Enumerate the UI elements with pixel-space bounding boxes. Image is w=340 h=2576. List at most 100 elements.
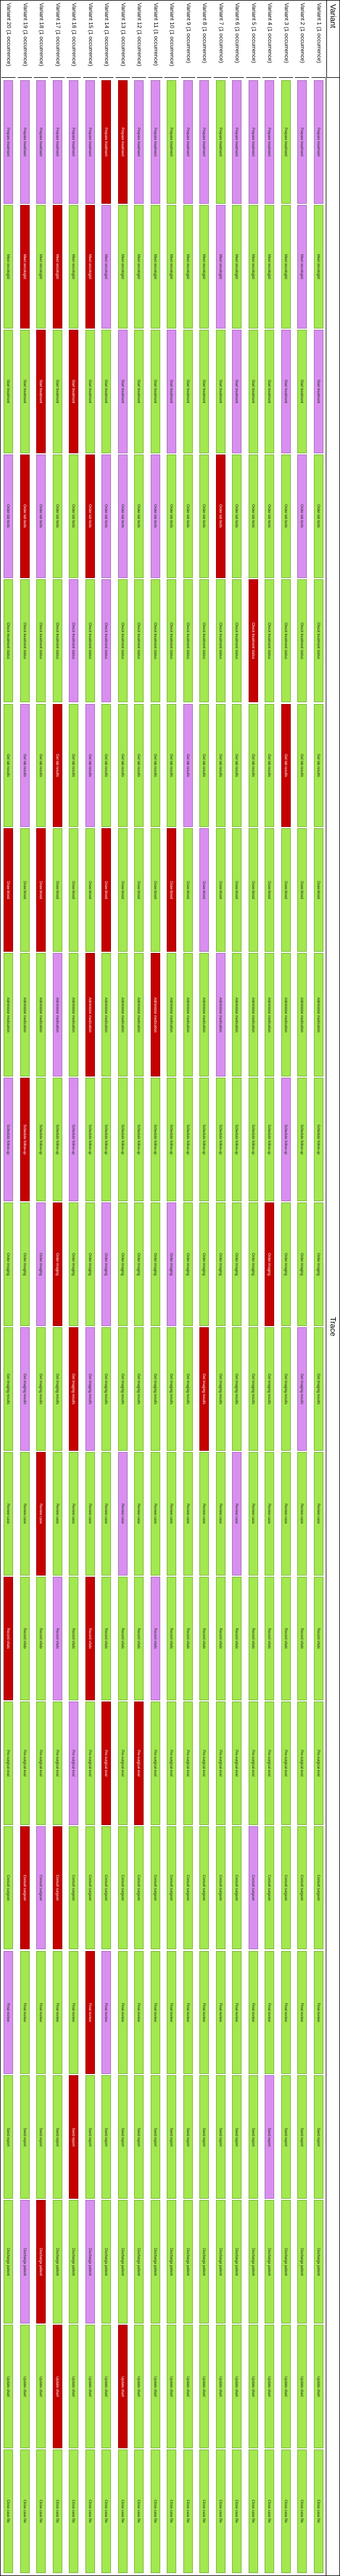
activity-block[interactable]: Meet oncologist [281,204,291,329]
activity-block[interactable]: Record vitals [85,1576,95,1700]
activity-block[interactable]: Schedule follow-up [69,1078,79,1202]
activity-block[interactable]: Consult surgeon [134,1826,144,1950]
activity-block[interactable]: Record vitals [36,1576,46,1700]
activity-block[interactable]: Final review [69,1950,79,2075]
activity-block[interactable]: Consult surgeon [216,1826,225,1950]
activity-block[interactable]: Prepare treatment [297,80,307,204]
activity-block[interactable]: Discharge patient [53,2200,62,2324]
activity-block[interactable]: Get lab results [314,703,323,828]
activity-block[interactable]: Order imaging [69,1202,79,1326]
activity-block[interactable]: Get lab results [281,703,291,828]
activity-block[interactable]: Discharge patient [134,2200,144,2324]
activity-block[interactable]: Meet oncologist [53,204,62,329]
activity-block[interactable]: Administer medication [232,953,242,1077]
activity-block[interactable]: Check treatment status [53,579,62,703]
activity-block[interactable]: Check treatment status [199,579,209,703]
variant-row[interactable]: Variant 14 (1 occurrence) Prepare treatme… [99,1,114,2575]
activity-block[interactable]: Get lab results [20,703,30,828]
activity-block[interactable]: Final review [265,1950,275,2075]
activity-block[interactable]: Administer medication [167,953,177,1077]
activity-block[interactable]: Update chart [69,2325,79,2449]
activity-block[interactable]: Get lab results [183,703,193,828]
activity-block[interactable]: Send report [85,2075,95,2199]
activity-block[interactable]: Schedule follow-up [199,1078,209,1202]
activity-block[interactable]: Review case [53,1451,62,1576]
activity-block[interactable]: Order lab tests [101,454,112,578]
activity-block[interactable]: Get imaging results [265,1327,275,1451]
activity-block[interactable]: Send report [297,2075,307,2199]
variant-row[interactable]: Variant 1 (1 occurrence) Prepare treatmen… [312,1,326,2575]
activity-block[interactable]: Review case [69,1451,79,1576]
activity-block[interactable]: Record vitals [183,1576,193,1700]
activity-block[interactable]: Send report [199,2075,209,2199]
activity-block[interactable]: Order lab tests [216,454,225,578]
activity-block[interactable]: Final review [118,1950,128,2075]
activity-block[interactable]: Get lab results [249,703,258,828]
activity-block[interactable]: Order lab tests [314,454,323,578]
activity-block[interactable]: Discharge patient [36,2200,46,2324]
activity-block[interactable]: Check treatment status [69,579,79,703]
activity-block[interactable]: Consult surgeon [183,1826,193,1950]
activity-block[interactable]: Draw blood [183,828,193,952]
activity-block[interactable]: Draw blood [265,828,275,952]
activity-block[interactable]: Schedule follow-up [249,1078,258,1202]
activity-block[interactable]: Update chart [118,2325,128,2449]
activity-block[interactable]: Meet oncologist [297,204,307,329]
activity-block[interactable]: Meet oncologist [151,204,160,329]
activity-block[interactable]: Get imaging results [134,1327,144,1451]
activity-block[interactable]: Get imaging results [151,1327,160,1451]
activity-block[interactable]: Administer medication [134,953,144,1077]
activity-block[interactable]: Close case file [4,2449,14,2573]
activity-block[interactable]: Close case file [232,2449,242,2573]
activity-block[interactable]: Get lab results [167,703,177,828]
activity-block[interactable]: Final review [167,1950,177,2075]
activity-block[interactable]: Get lab results [53,703,62,828]
activity-block[interactable]: Close case file [314,2449,323,2573]
activity-block[interactable]: Prepare treatment [183,80,193,204]
activity-block[interactable]: Check treatment status [232,579,242,703]
activity-block[interactable]: Order imaging [151,1202,160,1326]
activity-block[interactable]: Update chart [53,2325,62,2449]
activity-block[interactable]: Send report [265,2075,275,2199]
activity-block[interactable]: Record vitals [20,1576,30,1700]
activity-block[interactable]: Schedule follow-up [36,1078,46,1202]
activity-block[interactable]: Order imaging [297,1202,307,1326]
activity-block[interactable]: Discharge patient [101,2200,112,2324]
activity-block[interactable]: Order imaging [281,1202,291,1326]
activity-block[interactable]: Get lab results [69,703,79,828]
activity-block[interactable]: Record vitals [232,1576,242,1700]
activity-block[interactable]: Get imaging results [167,1327,177,1451]
activity-block[interactable]: Send report [101,2075,112,2199]
activity-block[interactable]: Final review [4,1950,14,2075]
activity-block[interactable]: Send report [118,2075,128,2199]
activity-block[interactable]: Review case [167,1451,177,1576]
activity-block[interactable]: Order imaging [249,1202,258,1326]
activity-block[interactable]: Get imaging results [249,1327,258,1451]
activity-block[interactable]: Administer medication [118,953,128,1077]
activity-block[interactable]: Discharge patient [4,2200,14,2324]
activity-block[interactable]: Start treatment [314,329,323,453]
activity-block[interactable]: Get lab results [216,703,225,828]
activity-block[interactable]: Pre-surgical eval [216,1701,225,1825]
activity-block[interactable]: Meet oncologist [134,204,144,329]
activity-block[interactable]: Meet oncologist [199,204,209,329]
activity-block[interactable]: Discharge patient [167,2200,177,2324]
activity-block[interactable]: Order imaging [118,1202,128,1326]
activity-block[interactable]: Discharge patient [249,2200,258,2324]
activity-block[interactable]: Start treatment [53,329,62,453]
activity-block[interactable]: Close case file [53,2449,62,2573]
activity-block[interactable]: Prepare treatment [85,80,95,204]
activity-block[interactable]: Send report [20,2075,30,2199]
activity-block[interactable]: Consult surgeon [281,1826,291,1950]
activity-block[interactable]: Prepare treatment [216,80,225,204]
activity-block[interactable]: Order imaging [101,1202,112,1326]
activity-block[interactable]: Review case [265,1451,275,1576]
activity-block[interactable]: Draw blood [118,828,128,952]
variant-row[interactable]: Variant 4 (1 occurrence) Prepare treatmen… [262,1,277,2575]
activity-block[interactable]: Record vitals [101,1576,112,1700]
activity-block[interactable]: Order lab tests [167,454,177,578]
activity-block[interactable]: Administer medication [69,953,79,1077]
activity-block[interactable]: Pre-surgical eval [314,1701,323,1825]
activity-block[interactable]: Schedule follow-up [281,1078,291,1202]
activity-block[interactable]: Schedule follow-up [265,1078,275,1202]
